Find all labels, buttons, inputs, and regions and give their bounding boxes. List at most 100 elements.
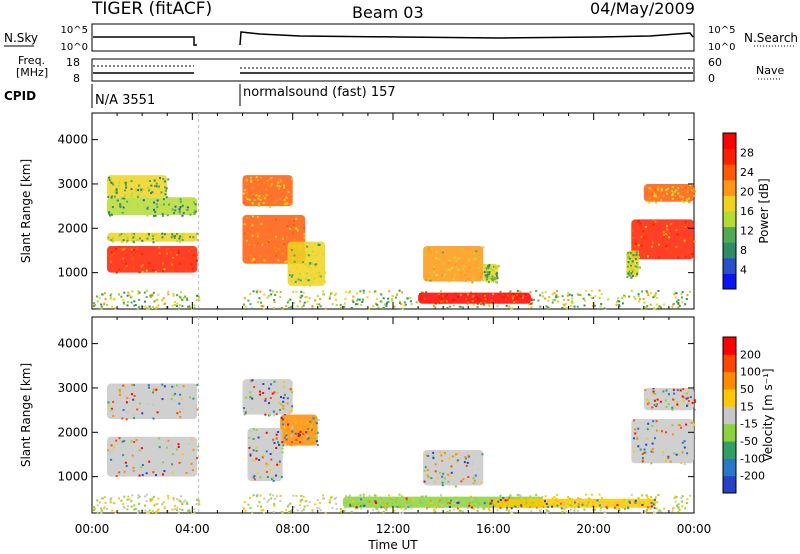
power-ground-scatter-cell bbox=[128, 294, 131, 297]
power-echo-cell bbox=[650, 245, 653, 248]
velocity-ground-scatter-cell bbox=[151, 497, 154, 500]
power-echo-cell bbox=[637, 220, 640, 223]
velocity-y-tick-label: 1000 bbox=[57, 470, 88, 484]
power-ground-scatter-cell bbox=[177, 307, 180, 310]
velocity-echo-cell bbox=[307, 427, 310, 430]
velocity-ground-scatter-cell bbox=[290, 510, 293, 512]
velocity-ground-scatter-cell bbox=[657, 510, 660, 513]
velocity-ground-scatter-cell bbox=[583, 508, 586, 511]
velocity-echo-cell bbox=[132, 414, 135, 417]
velocity-echo-cell bbox=[586, 504, 589, 507]
nsearch-tick-top: 10^5 bbox=[708, 25, 735, 36]
velocity-echo-cell bbox=[427, 476, 430, 479]
power-echo-cell bbox=[257, 183, 260, 186]
power-ground-scatter-cell bbox=[104, 298, 107, 301]
velocity-echo-cell bbox=[252, 438, 255, 440]
velocity-echo-cell bbox=[291, 441, 293, 444]
velocity-echo-cell bbox=[277, 431, 280, 433]
power-ground-scatter-cell bbox=[156, 305, 159, 308]
nsearch-tick-bottom: 10^0 bbox=[708, 42, 735, 53]
power-ground-scatter-cell bbox=[551, 301, 554, 304]
velocity-ground-scatter-cell bbox=[287, 504, 290, 506]
velocity-echo-cell bbox=[471, 460, 474, 463]
velocity-echo-cell bbox=[268, 406, 271, 409]
power-echo-cell bbox=[455, 266, 458, 269]
power-echo-cell bbox=[155, 270, 157, 273]
velocity-echo-cell bbox=[110, 407, 113, 410]
velocity-ground-scatter-cell bbox=[359, 494, 362, 497]
velocity-echo-cell bbox=[457, 506, 460, 508]
power-ground-scatter-cell bbox=[394, 296, 397, 299]
velocity-ground-scatter-cell bbox=[133, 504, 136, 507]
velocity-ground-scatter-cell bbox=[322, 497, 325, 500]
power-echo-cell bbox=[631, 275, 634, 277]
velocity-echo-cell bbox=[244, 412, 247, 415]
velocity-echo-cell bbox=[112, 401, 115, 403]
power-ground-scatter-cell bbox=[352, 300, 355, 303]
power-echo-cell bbox=[318, 274, 321, 277]
power-echo-cell bbox=[118, 269, 121, 272]
power-echo-cell bbox=[666, 192, 668, 195]
velocity-echo-cell bbox=[291, 430, 294, 433]
velocity-echo-cell bbox=[456, 501, 459, 504]
power-echo-cell bbox=[626, 265, 629, 268]
velocity-echo-cell bbox=[637, 445, 640, 448]
power-echo-cell bbox=[522, 295, 525, 297]
power-ground-scatter-cell bbox=[178, 304, 181, 307]
power-ground-scatter-cell bbox=[345, 291, 348, 294]
power-ground-scatter-cell bbox=[340, 306, 343, 309]
power-echo-cell bbox=[635, 253, 638, 256]
power-echo-cell bbox=[278, 185, 281, 188]
velocity-ground-scatter-cell bbox=[676, 504, 678, 507]
velocity-echo-cell bbox=[297, 435, 300, 437]
power-ground-scatter-cell bbox=[366, 296, 369, 299]
power-echo-cell bbox=[515, 294, 518, 296]
power-ground-scatter-cell bbox=[646, 291, 649, 294]
x-tick-label: 04:00 bbox=[175, 522, 210, 536]
velocity-echo-cell bbox=[190, 438, 193, 441]
power-ground-scatter-cell bbox=[181, 298, 184, 301]
power-echo-cell bbox=[636, 272, 638, 275]
power-echo-cell bbox=[247, 231, 250, 234]
velocity-echo-cell bbox=[138, 474, 141, 477]
power-ground-scatter-cell bbox=[256, 289, 259, 292]
power-ground-scatter-cell bbox=[175, 305, 178, 308]
power-ground-scatter-cell bbox=[133, 304, 136, 307]
velocity-echo-cell bbox=[499, 499, 502, 501]
velocity-echo-cell bbox=[504, 499, 507, 502]
power-ground-scatter-cell bbox=[96, 295, 99, 298]
power-ground-scatter-cell bbox=[292, 301, 295, 304]
freq-tick-top: 18 bbox=[66, 56, 80, 69]
velocity-ground-scatter-cell bbox=[127, 495, 130, 498]
power-ground-scatter-cell bbox=[673, 293, 676, 296]
velocity-ground-scatter-cell bbox=[172, 496, 175, 499]
power-echo-cell bbox=[686, 199, 689, 202]
power-echo-cell bbox=[483, 276, 486, 279]
velocity-echo-cell bbox=[468, 504, 471, 507]
velocity-ground-scatter-cell bbox=[458, 509, 461, 512]
velocity-echo-cell bbox=[423, 469, 426, 472]
power-echo-cell bbox=[263, 197, 266, 200]
power-echo-cell bbox=[138, 184, 140, 187]
velocity-ground-scatter-cell bbox=[269, 493, 272, 496]
power-ground-scatter-cell bbox=[563, 298, 565, 301]
power-ground-scatter-cell bbox=[587, 293, 590, 296]
power-echo-cell bbox=[628, 269, 631, 272]
velocity-ground-scatter-cell bbox=[563, 508, 566, 511]
power-echo-cell bbox=[165, 187, 168, 190]
velocity-ground-scatter-cell bbox=[176, 498, 179, 501]
velocity-echo-cell bbox=[676, 401, 679, 404]
power-echo-cell bbox=[258, 195, 261, 197]
power-echo-cell bbox=[251, 257, 254, 260]
velocity-ground-scatter-cell bbox=[637, 497, 640, 500]
power-ground-scatter-cell bbox=[567, 299, 570, 301]
power-echo-cell bbox=[678, 238, 681, 241]
power-colorbar-tick-label: 24 bbox=[740, 166, 754, 179]
power-ground-scatter-cell bbox=[466, 303, 469, 306]
power-echo-cell bbox=[690, 189, 693, 192]
velocity-echo-cell bbox=[124, 385, 126, 388]
power-echo-cell bbox=[160, 191, 163, 194]
velocity-ground-scatter-cell bbox=[299, 500, 302, 503]
power-ground-scatter-cell bbox=[385, 302, 388, 305]
power-echo-cell bbox=[677, 256, 680, 259]
